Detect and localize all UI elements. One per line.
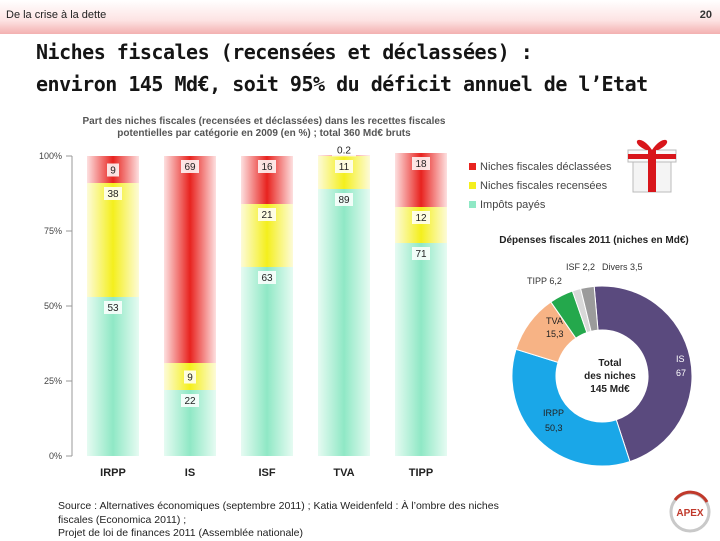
x-tick-label: ISF <box>258 467 275 479</box>
x-tick-label: IS <box>185 467 195 479</box>
bar-chart-title-line-1: Part des niches fiscales (recensées et d… <box>83 116 446 127</box>
page-title-line-2: environ 145 Md€, soit 95% du déficit ann… <box>36 72 648 96</box>
source-line-3: Projet de loi de finances 2011 (Assemblé… <box>58 527 303 539</box>
data-label-box <box>332 143 356 157</box>
donut-title: Dépenses fiscales 2011 (niches en Md€) <box>499 235 689 246</box>
legend-label: Niches fiscales déclassées <box>480 161 612 173</box>
bar-segment-declassees <box>164 156 216 363</box>
donut-slice-irpp <box>511 348 631 467</box>
data-label-box <box>104 301 122 314</box>
data-label: 69 <box>184 162 196 173</box>
donut-value-tva: 15,3 <box>546 329 564 339</box>
apex-logo: APEX <box>669 490 711 533</box>
bar-segment-impots <box>241 267 293 456</box>
donut-center-label: des niches <box>584 371 636 382</box>
data-label: 16 <box>261 162 273 173</box>
donut-label-tva: TVA <box>546 316 563 326</box>
data-label-box <box>412 157 430 170</box>
data-label-box <box>335 193 353 206</box>
data-label-box <box>412 211 430 224</box>
x-tick-label: TVA <box>333 467 354 479</box>
data-label-box <box>184 370 196 384</box>
data-label: 21 <box>261 210 273 221</box>
y-tick-label: 100% <box>39 151 62 161</box>
bar-segment-impots <box>318 189 370 456</box>
bar-segment-impots <box>87 297 139 456</box>
page-title-line-1: Niches fiscales (recensées et déclassées… <box>36 40 533 64</box>
donut-center-label: Total <box>598 358 621 369</box>
bar-segment-recensees <box>87 183 139 297</box>
legend-swatch <box>469 163 476 170</box>
data-label: 22 <box>184 396 196 407</box>
donut-label-irpp: IRPP <box>543 408 564 418</box>
data-label: 0.2 <box>337 145 351 156</box>
apex-logo-text: APEX <box>676 508 704 519</box>
source-line-1: Source : Alternatives économiques (septe… <box>58 500 499 512</box>
legend-swatch <box>469 182 476 189</box>
donut-label-divers: Divers 3,5 <box>602 262 643 272</box>
data-label: 9 <box>110 166 116 177</box>
data-label-box <box>335 160 353 173</box>
y-tick-label: 0% <box>49 451 62 461</box>
data-label: 38 <box>107 189 119 200</box>
data-label-box <box>181 160 199 173</box>
data-label: 9 <box>187 373 193 384</box>
data-label: 63 <box>261 273 273 284</box>
donut-center-label: 145 Md€ <box>590 384 630 395</box>
x-tick-label: TIPP <box>409 467 433 479</box>
donut-label-isf: ISF 2,2 <box>566 262 595 272</box>
source-line-2: fiscales (Economica 2011) ; <box>58 513 187 526</box>
data-label-box <box>412 247 430 260</box>
data-label-box <box>258 160 276 173</box>
source-note: Source : Alternatives économiques (septe… <box>58 500 598 541</box>
data-label: 89 <box>338 195 350 206</box>
data-label: 18 <box>415 159 427 170</box>
page-number: 20 <box>699 9 712 21</box>
data-label-box <box>258 271 276 284</box>
header-bar <box>0 0 720 34</box>
data-label: 11 <box>339 162 350 173</box>
x-tick-label: IRPP <box>100 467 126 479</box>
legend-swatch <box>469 201 476 208</box>
bar-segment-impots <box>395 243 447 456</box>
donut-label-is: IS <box>676 354 685 364</box>
legend-label: Impôts payés <box>480 199 546 211</box>
bar-chart-title-line-2: potentielles par catégorie en 2009 (en %… <box>117 128 411 139</box>
donut-slice-is <box>593 285 693 463</box>
data-label-box <box>107 163 119 177</box>
donut-value-irpp: 50,3 <box>545 423 563 433</box>
header-title: De la crise à la dette <box>6 9 107 21</box>
legend-label: Niches fiscales recensées <box>480 180 608 192</box>
data-label-box <box>258 208 276 221</box>
donut-value-is: 67 <box>676 368 686 378</box>
gift-icon <box>627 139 677 193</box>
y-tick-label: 25% <box>44 376 62 386</box>
data-label: 53 <box>107 303 119 314</box>
data-label: 71 <box>415 249 427 260</box>
page-title: Niches fiscales (recensées et déclassées… <box>36 36 696 100</box>
data-label-box <box>104 187 122 200</box>
y-tick-label: 50% <box>44 301 62 311</box>
y-tick-label: 75% <box>44 226 62 236</box>
data-label-box <box>181 394 199 407</box>
data-label: 12 <box>415 213 427 224</box>
donut-slice-divers <box>580 285 599 332</box>
donut-label-tipp: TIPP 6,2 <box>527 276 562 286</box>
